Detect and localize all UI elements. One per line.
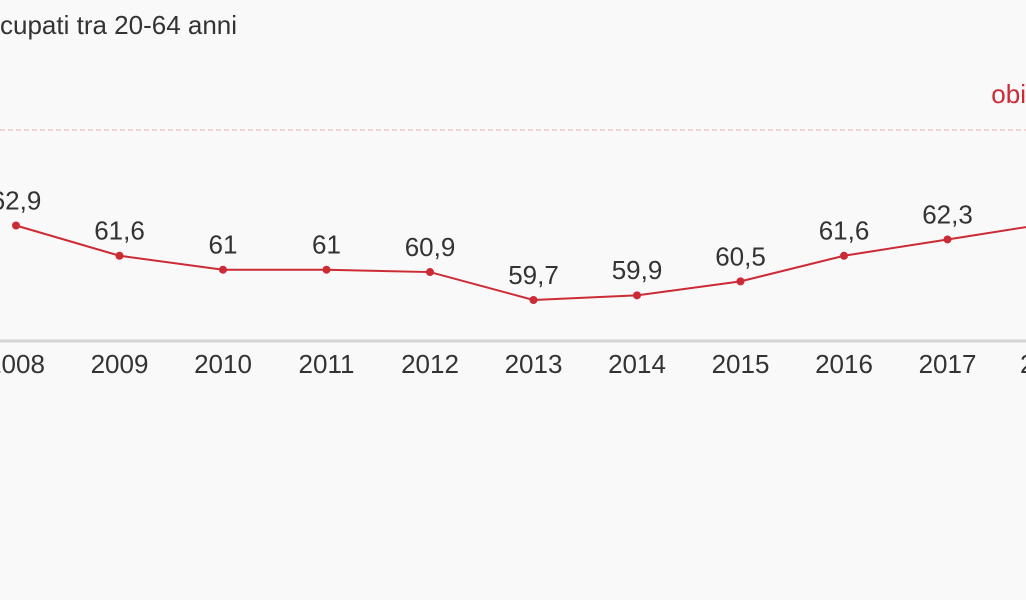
chart-title: cupati tra 20-64 anni bbox=[0, 10, 237, 40]
x-tick-label: 2 bbox=[1020, 349, 1026, 379]
point bbox=[840, 251, 848, 260]
x-tick-label: 2010 bbox=[194, 349, 252, 379]
value-label: 59,9 bbox=[612, 255, 663, 285]
x-tick-label: 2008 bbox=[0, 349, 45, 379]
value-label: 61 bbox=[209, 230, 238, 260]
point bbox=[426, 268, 434, 277]
x-tick-label: 2017 bbox=[919, 349, 977, 379]
x-tick-label: 2013 bbox=[505, 349, 563, 379]
x-tick-label: 2016 bbox=[815, 349, 873, 379]
value-label: 60,5 bbox=[715, 241, 766, 271]
point bbox=[12, 221, 20, 230]
value-label: 59,7 bbox=[508, 260, 559, 290]
value-label: 61,6 bbox=[94, 216, 145, 246]
point bbox=[633, 291, 641, 300]
point bbox=[322, 265, 331, 274]
point bbox=[529, 296, 538, 305]
point bbox=[943, 235, 952, 244]
x-tick-label: 2012 bbox=[401, 349, 459, 379]
point bbox=[736, 277, 745, 286]
x-tick-label: 2014 bbox=[608, 349, 666, 379]
value-label: 61,6 bbox=[819, 216, 870, 246]
x-tick-label: 2009 bbox=[91, 349, 149, 379]
point bbox=[219, 265, 227, 274]
value-label: 62,9 bbox=[0, 185, 41, 215]
value-label: 60,9 bbox=[405, 232, 456, 262]
x-tick-label: 2015 bbox=[712, 349, 770, 379]
value-label: 62,3 bbox=[922, 199, 973, 229]
point bbox=[115, 251, 124, 260]
x-tick-label: 2011 bbox=[299, 349, 355, 379]
value-label: 61 bbox=[312, 230, 341, 260]
target-label: obi bbox=[991, 79, 1026, 109]
